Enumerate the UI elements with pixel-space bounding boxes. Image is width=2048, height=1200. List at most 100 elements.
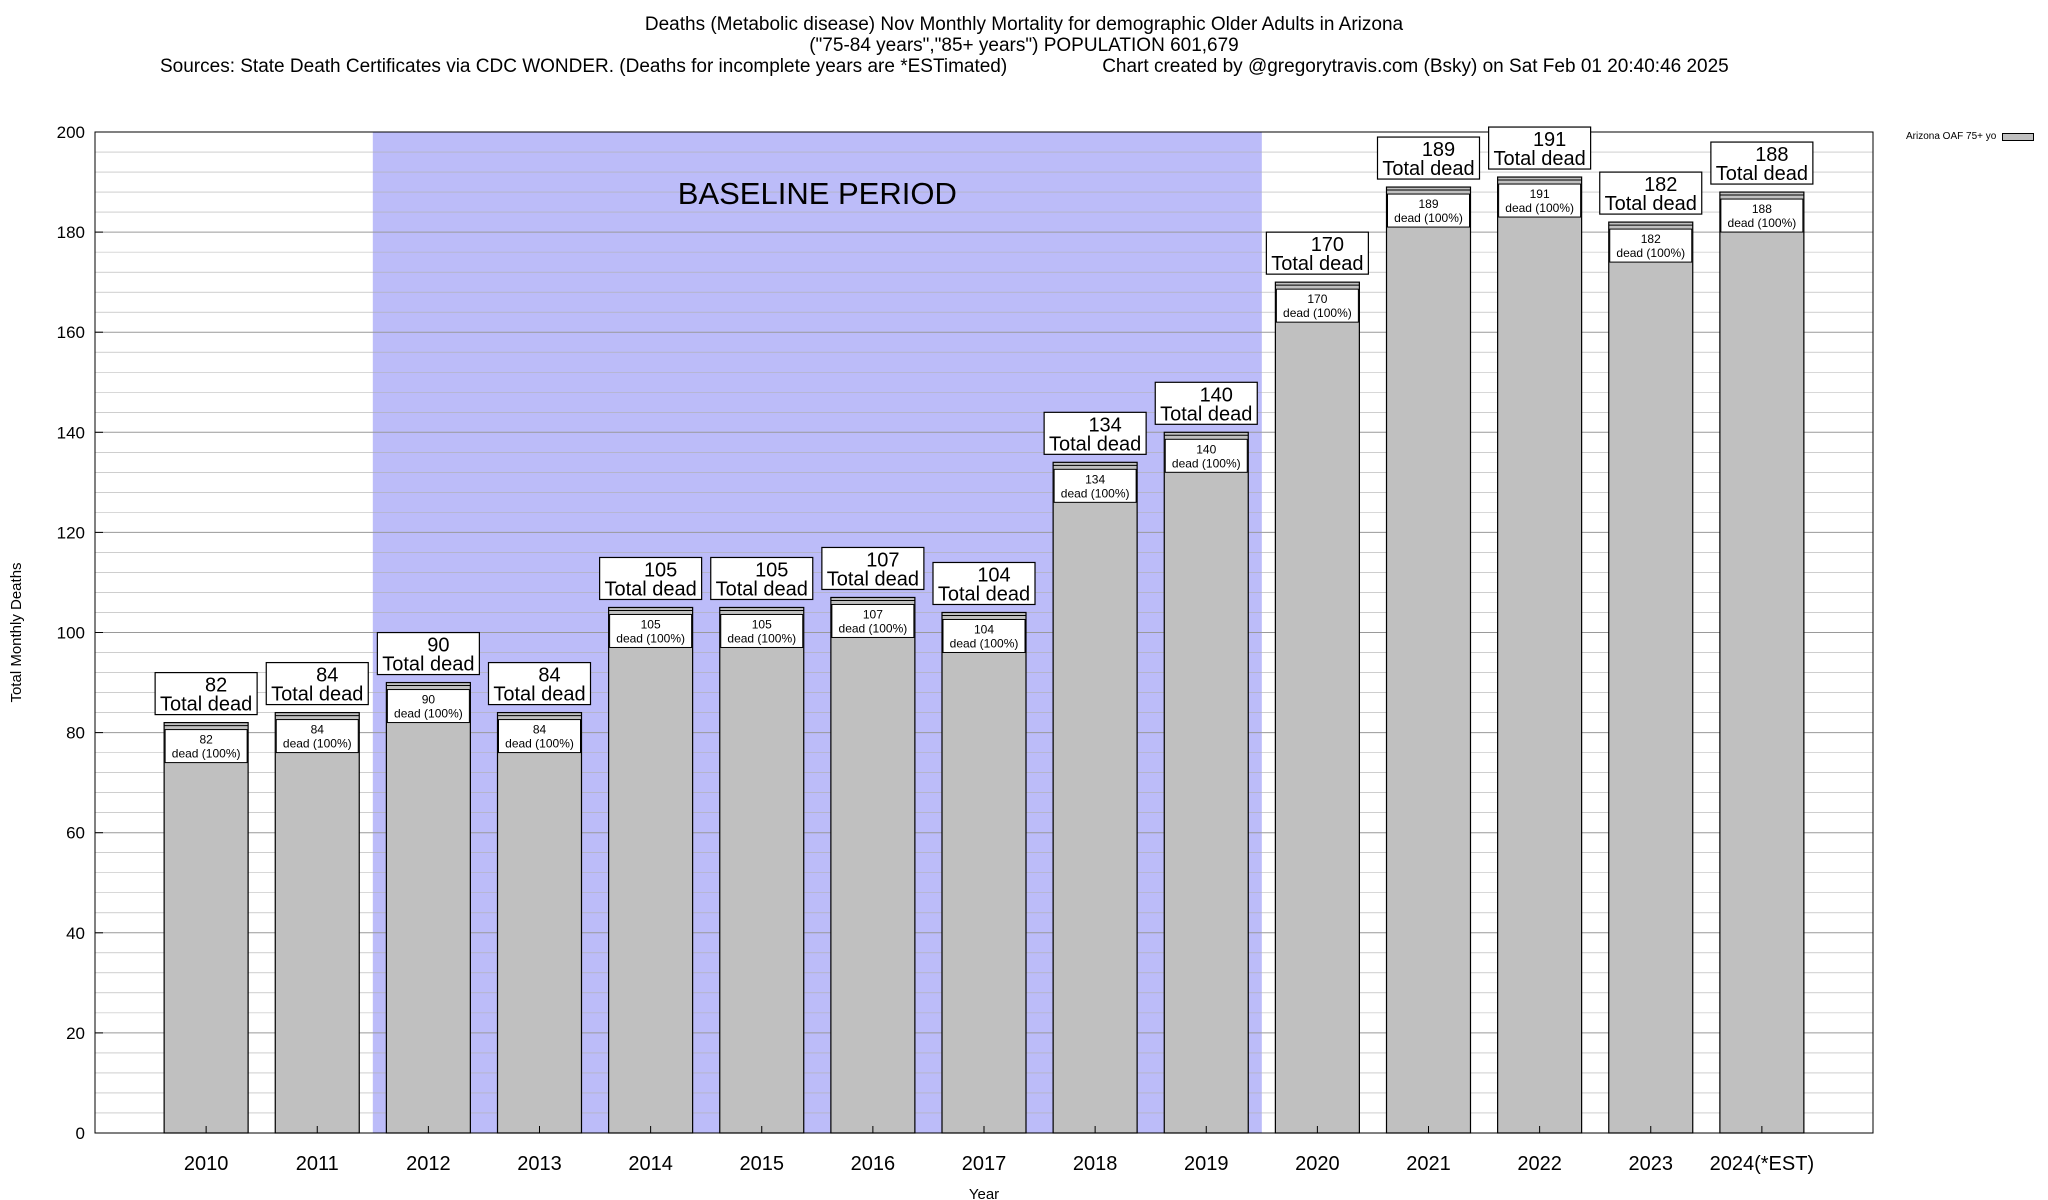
top-label-text: Total dead: [1049, 433, 1141, 455]
bar: [1608, 221, 1694, 1134]
top-label-value: 188: [1755, 144, 1788, 166]
top-label-box: [1265, 231, 1369, 275]
inner-label-value: 189: [1418, 197, 1438, 211]
top-label-text: Total dead: [1382, 158, 1474, 180]
chart-title: Deaths (Metabolic disease) Nov Monthly M…: [644, 14, 1404, 35]
bar: [1163, 431, 1249, 1134]
inner-label-value: 191: [1530, 187, 1550, 201]
top-label-box: [599, 556, 703, 601]
y-tick-label: 40: [66, 924, 85, 943]
top-label-value: 104: [977, 564, 1010, 586]
top-label-value: 90: [427, 635, 449, 657]
bar: [719, 606, 805, 1134]
inner-label-text: dead (100%): [505, 737, 574, 751]
top-label-box: [1599, 171, 1703, 215]
bar: [941, 611, 1027, 1134]
chart-subtitle: ("75-84 years","85+ years") POPULATION 6…: [809, 35, 1239, 56]
top-label-text: Total dead: [1716, 163, 1808, 185]
inner-label-value: 170: [1307, 292, 1327, 306]
bar: [1497, 176, 1583, 1134]
bar: [1052, 461, 1138, 1134]
bar: [385, 681, 471, 1134]
y-tick-label: 160: [57, 323, 85, 342]
x-tick-label: 2022: [1517, 1153, 1562, 1175]
y-tick-label: 100: [57, 624, 85, 643]
top-label-box: [1710, 141, 1814, 185]
inner-label-box: [1053, 468, 1137, 503]
y-tick-label: 180: [57, 223, 85, 242]
y-tick-label: 80: [66, 724, 85, 743]
top-label-value: 107: [866, 549, 899, 571]
y-tick-label: 120: [57, 523, 85, 542]
inner-label-text: dead (100%): [839, 621, 908, 635]
top-label-value: 134: [1088, 414, 1121, 436]
top-label-value: 84: [538, 665, 560, 687]
inner-label-text: dead (100%): [1616, 246, 1685, 260]
top-label-box: [1376, 136, 1481, 180]
inner-label-text: dead (100%): [727, 631, 796, 645]
top-label-text: Total dead: [1271, 253, 1363, 275]
inner-label-box: [1164, 438, 1248, 473]
inner-label-value: 134: [1085, 472, 1105, 486]
inner-label-text: dead (100%): [1172, 456, 1241, 470]
top-label-value: 191: [1533, 129, 1566, 151]
inner-label-value: 182: [1641, 232, 1661, 246]
inner-label-box: [164, 729, 248, 764]
inner-label-value: 107: [863, 607, 883, 621]
inner-label-text: dead (100%): [950, 636, 1019, 650]
top-label-text: Total dead: [1493, 148, 1585, 170]
top-label-value: 170: [1311, 234, 1344, 256]
top-label-box: [487, 661, 592, 706]
top-label-box: [154, 671, 258, 716]
top-label-box: [821, 546, 925, 591]
inner-label-box: [831, 603, 915, 638]
inner-label-text: dead (100%): [1283, 306, 1352, 320]
top-label-box: [1154, 381, 1258, 425]
bar: [163, 721, 249, 1134]
top-label-value: 189: [1422, 139, 1455, 161]
top-label-box: [1488, 126, 1592, 170]
chart-source-line: Sources: State Death Certificates via CD…: [0, 56, 2048, 77]
y-tick-label: 20: [66, 1024, 85, 1043]
top-label-value: 105: [644, 559, 677, 581]
inner-label-text: dead (100%): [1394, 211, 1463, 225]
bar: [1385, 186, 1472, 1134]
top-label-value: 182: [1644, 174, 1677, 196]
inner-label-text: dead (100%): [1061, 486, 1130, 500]
inner-label-value: 82: [199, 733, 213, 747]
chart-credit: Chart created by @gregorytravis.com (Bsk…: [1102, 56, 1729, 77]
inner-label-box: [1498, 183, 1582, 218]
inner-label-box: [498, 719, 581, 754]
inner-label-box: [720, 613, 804, 648]
top-label-text: Total dead: [271, 684, 363, 706]
inner-label-value: 84: [533, 723, 547, 737]
x-tick-label: 2018: [1073, 1153, 1118, 1175]
y-axis-label: Total Monthly Deaths: [8, 562, 25, 702]
x-tick-label: 2010: [184, 1153, 229, 1175]
x-axis-label: Year: [969, 1186, 999, 1200]
inner-label-value: 188: [1752, 202, 1772, 216]
bar: [1274, 281, 1360, 1134]
top-label-value: 82: [205, 675, 227, 697]
chart-titles: Deaths (Metabolic disease) Nov Monthly M…: [0, 14, 2048, 77]
top-label-value: 140: [1200, 384, 1233, 406]
x-tick-label: 2023: [1629, 1153, 1674, 1175]
baseline-label: BASELINE PERIOD: [678, 176, 957, 211]
inner-label-box: [1275, 288, 1359, 323]
bar: [496, 711, 583, 1134]
y-tick-label: 200: [57, 123, 85, 142]
top-label-text: Total dead: [1605, 193, 1697, 215]
inner-label-value: 105: [641, 617, 661, 631]
legend-swatch: [2002, 132, 2035, 141]
inner-label-box: [1609, 228, 1693, 263]
